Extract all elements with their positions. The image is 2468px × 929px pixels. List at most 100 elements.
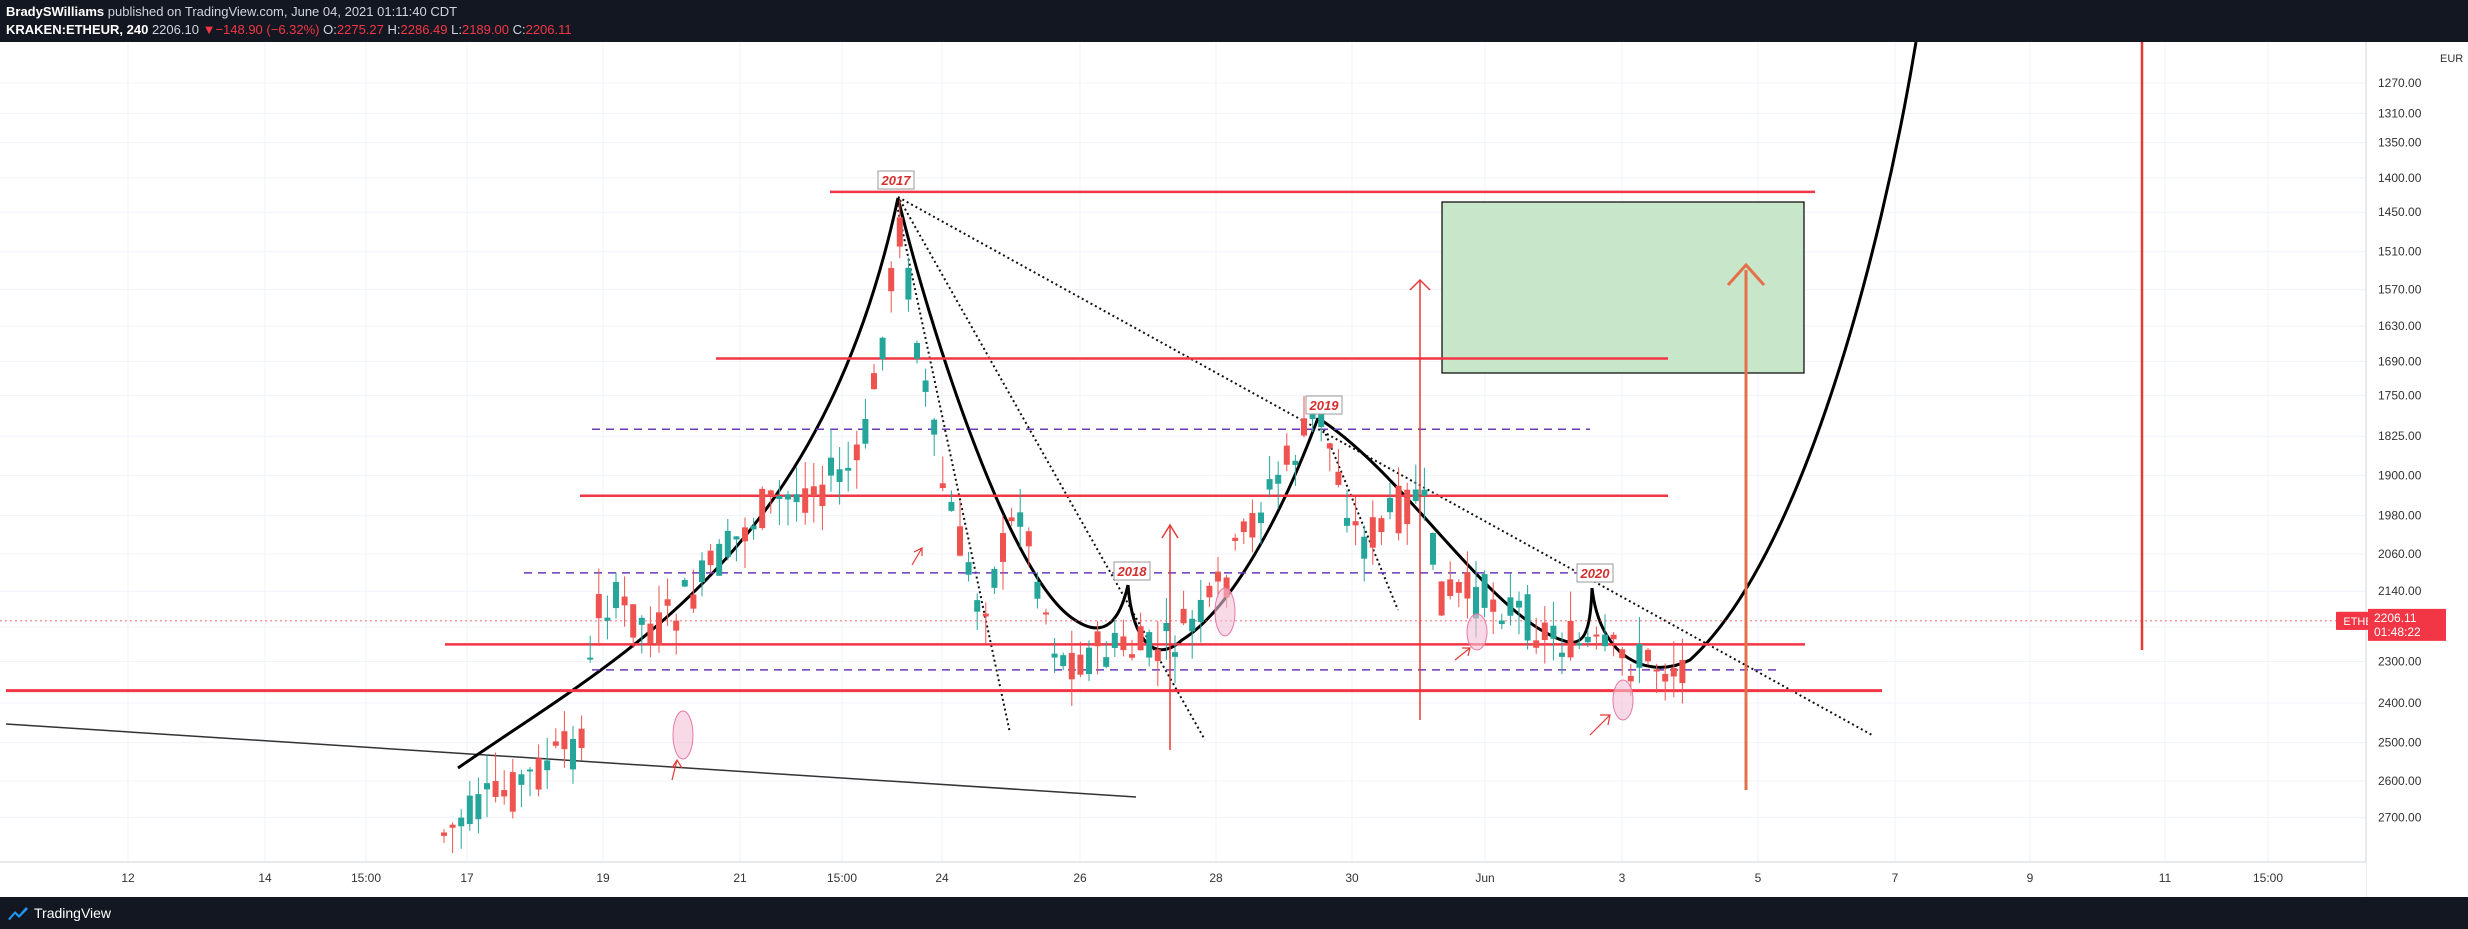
candle-body bbox=[957, 526, 963, 556]
close-value: 2206.11 bbox=[525, 22, 572, 37]
candle-body bbox=[1172, 652, 1178, 657]
time-tick-label: 26 bbox=[1073, 871, 1087, 885]
time-tick-label: 24 bbox=[935, 871, 949, 885]
candle-body bbox=[1163, 622, 1170, 632]
price-tick-label: 2600.00 bbox=[2378, 774, 2422, 788]
price-tag-countdown: 01:48:22 bbox=[2374, 625, 2421, 639]
tradingview-logo-icon[interactable] bbox=[6, 903, 30, 923]
candle-body bbox=[1619, 649, 1626, 659]
candle-body bbox=[1438, 581, 1445, 616]
candle-body bbox=[828, 457, 834, 476]
price-tick-label: 1825.00 bbox=[2378, 429, 2422, 443]
time-tick-label: 15:00 bbox=[827, 871, 857, 885]
candle-body bbox=[1154, 649, 1161, 661]
price-tick-label: 1350.00 bbox=[2378, 136, 2422, 150]
time-tick-label: 12 bbox=[121, 871, 135, 885]
candle-body bbox=[1292, 460, 1299, 465]
candle-body bbox=[862, 419, 869, 444]
candle-body bbox=[905, 267, 912, 300]
candle-body bbox=[1060, 655, 1067, 667]
candle-body bbox=[1249, 512, 1256, 538]
candle-body bbox=[699, 560, 705, 583]
highlight-oval bbox=[1466, 613, 1488, 651]
grid-lines bbox=[0, 42, 2366, 862]
candle-body bbox=[1309, 413, 1316, 419]
candle-body bbox=[879, 337, 886, 360]
candle-body bbox=[1335, 471, 1342, 485]
tradingview-brand[interactable]: TradingView bbox=[34, 905, 112, 921]
candle-body bbox=[1008, 517, 1015, 522]
candle-body bbox=[1369, 517, 1376, 548]
candle-body bbox=[1516, 600, 1522, 608]
candle-body bbox=[1550, 625, 1557, 639]
candle-body bbox=[1129, 654, 1135, 658]
candle-body bbox=[673, 620, 680, 631]
price-tag-value: 2206.11 bbox=[2374, 611, 2417, 625]
candle-body bbox=[458, 817, 465, 827]
chart-header: BradySWilliams published on TradingView.… bbox=[0, 0, 2468, 42]
high-label: H: bbox=[387, 22, 401, 37]
candle-body bbox=[604, 617, 611, 621]
pointer-arrow bbox=[1589, 714, 1611, 736]
year-label-box bbox=[877, 170, 915, 190]
candle-body bbox=[1473, 587, 1479, 619]
price-tick-label: 1450.00 bbox=[2378, 205, 2422, 219]
time-axis[interactable]: 12 14 15:00 17 19 21 15:00 24 26 28 30 Jun 3 5 7 9 11 15:… bbox=[121, 871, 2283, 885]
candle-body bbox=[1223, 577, 1230, 598]
candle-body bbox=[1361, 536, 1368, 559]
candle-body bbox=[1206, 585, 1213, 598]
candle-body bbox=[690, 594, 697, 609]
price-tick-label: 1270.00 bbox=[2378, 76, 2422, 90]
price-tick-label: 1980.00 bbox=[2378, 509, 2422, 523]
price-axis-bg bbox=[2366, 42, 2468, 897]
time-tick-label: 5 bbox=[1755, 871, 1762, 885]
price-tick-label: 2300.00 bbox=[2378, 654, 2422, 668]
candle-body bbox=[767, 490, 774, 497]
candle-body bbox=[1258, 512, 1264, 524]
candle-body bbox=[578, 728, 585, 749]
candle-body bbox=[948, 501, 955, 511]
time-tick-label: 7 bbox=[1892, 871, 1899, 885]
time-tick-label: 9 bbox=[2027, 871, 2034, 885]
candles bbox=[441, 199, 1686, 854]
last-price: 2206.10 bbox=[151, 22, 199, 37]
candle-body bbox=[1240, 521, 1247, 533]
candle-body bbox=[939, 483, 946, 489]
candle-body bbox=[1043, 612, 1049, 615]
candle-body bbox=[1051, 653, 1058, 658]
candle-body bbox=[535, 758, 542, 790]
candle-body bbox=[1567, 620, 1574, 658]
candle-body bbox=[1000, 533, 1006, 562]
time-tick-label: Jun bbox=[1475, 871, 1494, 885]
symbol-label: KRAKEN:ETHEUR, 240 bbox=[6, 22, 149, 37]
candle-body bbox=[1025, 531, 1032, 547]
candle-body bbox=[1344, 517, 1350, 526]
candle-body bbox=[449, 824, 456, 828]
candle-body bbox=[681, 580, 688, 587]
target-zone-box bbox=[1441, 201, 1805, 374]
author-name[interactable]: BradySWilliams bbox=[6, 4, 105, 19]
candle-body bbox=[931, 419, 938, 435]
candle-body bbox=[1430, 532, 1436, 565]
candle-body bbox=[638, 617, 645, 625]
candle-body bbox=[484, 783, 490, 790]
candle-body bbox=[974, 600, 981, 612]
candle-body bbox=[1120, 636, 1127, 651]
year-label-box bbox=[1576, 563, 1614, 583]
published-text: published on TradingView.com, June 04, 2… bbox=[107, 4, 458, 19]
price-tick-label: 1310.00 bbox=[2378, 106, 2422, 120]
candle-body bbox=[802, 488, 809, 513]
candle-body bbox=[492, 781, 499, 797]
candle-body bbox=[1507, 597, 1514, 616]
candle-body bbox=[509, 772, 516, 812]
candle-body bbox=[1636, 643, 1643, 668]
candle-body bbox=[656, 612, 662, 645]
candle-body bbox=[1352, 521, 1359, 526]
candle-body bbox=[613, 581, 619, 609]
price-chart[interactable]: 2017 2018 2019 2020 EUR 1270.00 1310.00 1350.… bbox=[0, 42, 2468, 929]
candle-body bbox=[1326, 443, 1333, 449]
candle-body bbox=[1421, 489, 1428, 496]
candle-body bbox=[836, 469, 843, 482]
candle-body bbox=[1455, 582, 1462, 593]
candle-body bbox=[853, 444, 860, 461]
